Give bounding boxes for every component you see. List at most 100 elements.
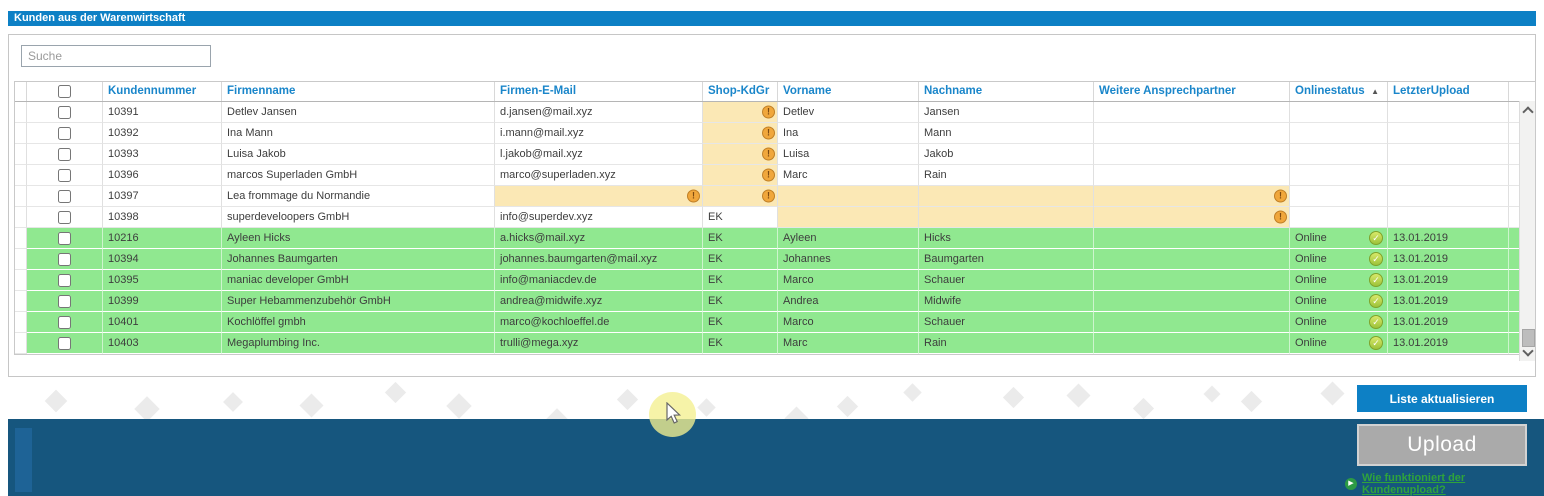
- row-checkbox[interactable]: [58, 190, 71, 203]
- warning-icon: !: [762, 169, 775, 182]
- table-row[interactable]: 10398superdeveloopers GmbHinfo@superdev.…: [15, 207, 1519, 228]
- column-header-label: Firmen-E-Mail: [500, 85, 576, 97]
- table-row[interactable]: 10401Kochlöffel gmbhmarco@kochloeffel.de…: [15, 312, 1519, 333]
- cell-onlinestatus: Online✓: [1290, 228, 1388, 249]
- cell-vorname: Detlev: [778, 102, 919, 123]
- table-row[interactable]: 10397Lea frommage du Normandie!!!: [15, 186, 1519, 207]
- row-indicator: [15, 249, 27, 270]
- table-row[interactable]: 10216Ayleen Hicksa.hicks@mail.xyzEKAylee…: [15, 228, 1519, 249]
- scroll-up-button[interactable]: [1521, 103, 1534, 117]
- cell-firmenname: Super Hebammenzubehör GmbH: [222, 291, 495, 312]
- scroll-down-button[interactable]: [1521, 345, 1534, 359]
- row-checkbox[interactable]: [58, 127, 71, 140]
- bottom-bar-accent: [15, 428, 32, 492]
- cell-onlinestatus: Online✓: [1290, 270, 1388, 291]
- cell-firmenname: Johannes Baumgarten: [222, 249, 495, 270]
- table-row[interactable]: 10399Super Hebammenzubehör GmbHandrea@mi…: [15, 291, 1519, 312]
- column-header-email[interactable]: Firmen-E-Mail: [495, 82, 703, 101]
- column-header-letzterupload[interactable]: LetzterUpload: [1388, 82, 1509, 101]
- column-header-ansprechpartner[interactable]: Weitere Ansprechpartner: [1094, 82, 1290, 101]
- table-row[interactable]: 10393Luisa Jakobl.jakob@mail.xyz!LuisaJa…: [15, 144, 1519, 165]
- cell-ansprechpartner: !: [1094, 207, 1290, 228]
- cell-nachname: Rain: [919, 333, 1094, 354]
- cell-vorname: Luisa: [778, 144, 919, 165]
- table-row[interactable]: 10394Johannes Baumgartenjohannes.baumgar…: [15, 249, 1519, 270]
- cell-shopkdgr: !: [703, 123, 778, 144]
- cell-vorname: Ina: [778, 123, 919, 144]
- online-check-icon: ✓: [1369, 315, 1383, 329]
- row-checkbox[interactable]: [58, 274, 71, 287]
- row-checkbox[interactable]: [58, 211, 71, 224]
- column-header-vorname[interactable]: Vorname: [778, 82, 919, 101]
- cell-checkbox: [27, 165, 103, 186]
- cell-shopkdgr: !: [703, 165, 778, 186]
- cell-nachname: [919, 207, 1094, 228]
- cell-kundennummer: 10216: [103, 228, 222, 249]
- cell-shopkdgr: !: [703, 144, 778, 165]
- table-row[interactable]: 10395maniac developer GmbHinfo@maniacdev…: [15, 270, 1519, 291]
- table-row[interactable]: 10403Megaplumbing Inc.trulli@mega.xyzEKM…: [15, 333, 1519, 354]
- cell-letzterupload: [1388, 186, 1509, 207]
- row-indicator: [15, 165, 27, 186]
- row-checkbox[interactable]: [58, 253, 71, 266]
- sort-ascending-icon: ▲: [1371, 83, 1379, 101]
- customers-panel: KundennummerFirmenname Firmen-E-Mail Shop-…: [8, 34, 1536, 377]
- upload-button[interactable]: Upload: [1357, 424, 1527, 466]
- row-checkbox[interactable]: [58, 295, 71, 308]
- cell-checkbox: [27, 207, 103, 228]
- warning-icon: !: [762, 190, 775, 203]
- cell-checkbox: [27, 123, 103, 144]
- cell-shopkdgr: EK: [703, 312, 778, 333]
- cell-letzterupload: 13.01.2019: [1388, 228, 1509, 249]
- row-indicator: [15, 186, 27, 207]
- cell-firmenname: Luisa Jakob: [222, 144, 495, 165]
- vertical-scrollbar[interactable]: [1519, 101, 1535, 361]
- row-indicator-header: [15, 82, 27, 101]
- cell-letzterupload: 13.01.2019: [1388, 333, 1509, 354]
- cell-nachname: Mann: [919, 123, 1094, 144]
- diamond-decoration: [134, 396, 159, 421]
- cell-filler: [1509, 123, 1519, 144]
- app-window: Kunden aus der Warenwirtschaft Kundennum…: [0, 0, 1544, 496]
- cell-checkbox: [27, 144, 103, 165]
- cell-kundennummer: 10394: [103, 249, 222, 270]
- row-checkbox[interactable]: [58, 316, 71, 329]
- cell-letzterupload: [1388, 123, 1509, 144]
- diamond-decoration: [1066, 383, 1090, 407]
- row-indicator: [15, 270, 27, 291]
- cell-filler: [1509, 333, 1519, 354]
- column-header-kundennummer[interactable]: Kundennummer: [103, 82, 222, 101]
- column-header-onlinestatus[interactable]: Onlinestatus ▲: [1290, 82, 1388, 101]
- column-header-nachname[interactable]: Nachname: [919, 82, 1094, 101]
- column-header-label: Nachname: [924, 85, 982, 97]
- column-header-shopkdgr[interactable]: Shop-KdGr: [703, 82, 778, 101]
- cell-checkbox: [27, 333, 103, 354]
- cell-kundennummer: 10392: [103, 123, 222, 144]
- column-header-label: Onlinestatus: [1295, 85, 1365, 97]
- column-header-firmenname[interactable]: Firmenname: [222, 82, 495, 101]
- search-input[interactable]: [21, 45, 211, 67]
- table-row[interactable]: 10392Ina Manni.mann@mail.xyz!InaMann: [15, 123, 1519, 144]
- table-row[interactable]: 10391Detlev Jansend.jansen@mail.xyz!Detl…: [15, 102, 1519, 123]
- row-checkbox[interactable]: [58, 337, 71, 350]
- row-checkbox[interactable]: [58, 169, 71, 182]
- cell-firmenname: Megaplumbing Inc.: [222, 333, 495, 354]
- help-link[interactable]: Wie funktioniert der Kundenupload?: [1362, 472, 1544, 496]
- cell-nachname: Hicks: [919, 228, 1094, 249]
- cell-filler: [1509, 249, 1519, 270]
- refresh-list-button[interactable]: Liste aktualisieren: [1357, 385, 1527, 412]
- row-checkbox[interactable]: [58, 106, 71, 119]
- cell-shopkdgr: EK: [703, 228, 778, 249]
- cell-ansprechpartner: [1094, 291, 1290, 312]
- row-indicator: [15, 228, 27, 249]
- cell-letzterupload: [1388, 144, 1509, 165]
- grid-body: 10391Detlev Jansend.jansen@mail.xyz!Detl…: [15, 102, 1535, 354]
- select-all-checkbox[interactable]: [58, 85, 71, 98]
- cell-onlinestatus: Online✓: [1290, 312, 1388, 333]
- row-checkbox[interactable]: [58, 232, 71, 245]
- cell-filler: [1509, 270, 1519, 291]
- row-indicator: [15, 144, 27, 165]
- cell-filler: [1509, 165, 1519, 186]
- table-row[interactable]: 10396marcos Superladen GmbHmarco@superla…: [15, 165, 1519, 186]
- row-checkbox[interactable]: [58, 148, 71, 161]
